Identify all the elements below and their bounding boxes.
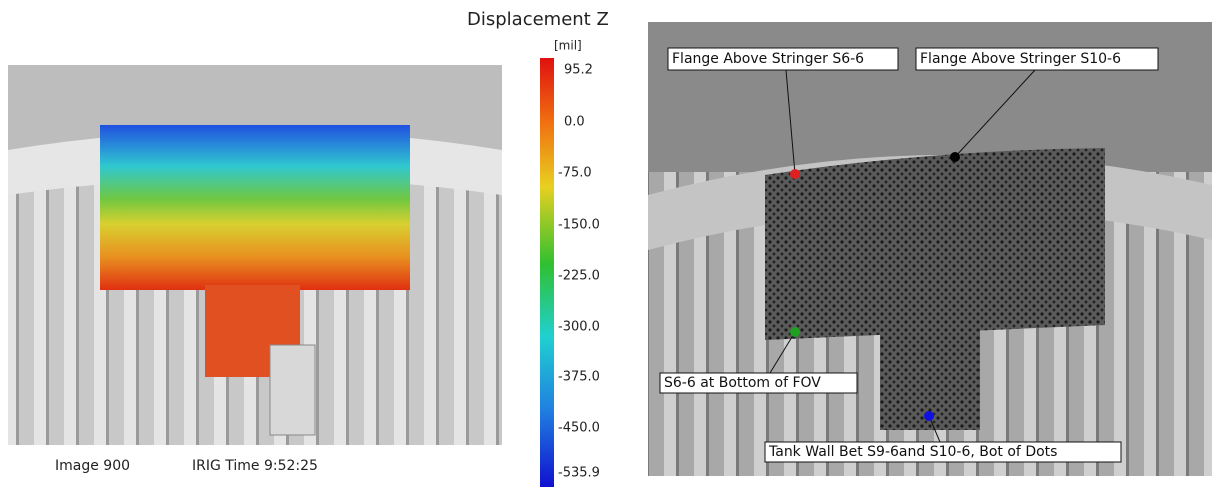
- annotation: Tank Wall Bet S9-6and S10-6, Bot of Dots: [768, 444, 1057, 460]
- colorbar-ticks: 95.2 0.0 -75.0 -150.0 -225.0 -300.0 -375…: [558, 63, 600, 481]
- colorbar: [540, 58, 554, 487]
- tick-label: -300.0: [558, 320, 600, 335]
- image-label: Image 900: [55, 458, 130, 474]
- colorbar-unit: [mil]: [554, 39, 582, 53]
- tick-label: -150.0: [558, 218, 600, 233]
- tick-label: -450.0: [558, 421, 600, 436]
- annotation: S6-6 at Bottom of FOV: [664, 375, 821, 391]
- left-photo: [8, 65, 502, 445]
- tick-label: -375.0: [558, 370, 600, 385]
- right-photo: [648, 22, 1212, 476]
- annotation: Flange Above Stringer S10-6: [920, 51, 1121, 67]
- tick-label: -75.0: [558, 166, 592, 181]
- tick-label: -535.9: [558, 466, 600, 481]
- colorbar-title: Displacement Z: [467, 9, 609, 30]
- tick-label: 0.0: [564, 115, 585, 130]
- tick-label: -225.0: [558, 269, 600, 284]
- time-label: IRIG Time 9:52:25: [192, 458, 318, 474]
- annotation: Flange Above Stringer S6-6: [672, 51, 864, 67]
- tick-label: 95.2: [564, 63, 593, 78]
